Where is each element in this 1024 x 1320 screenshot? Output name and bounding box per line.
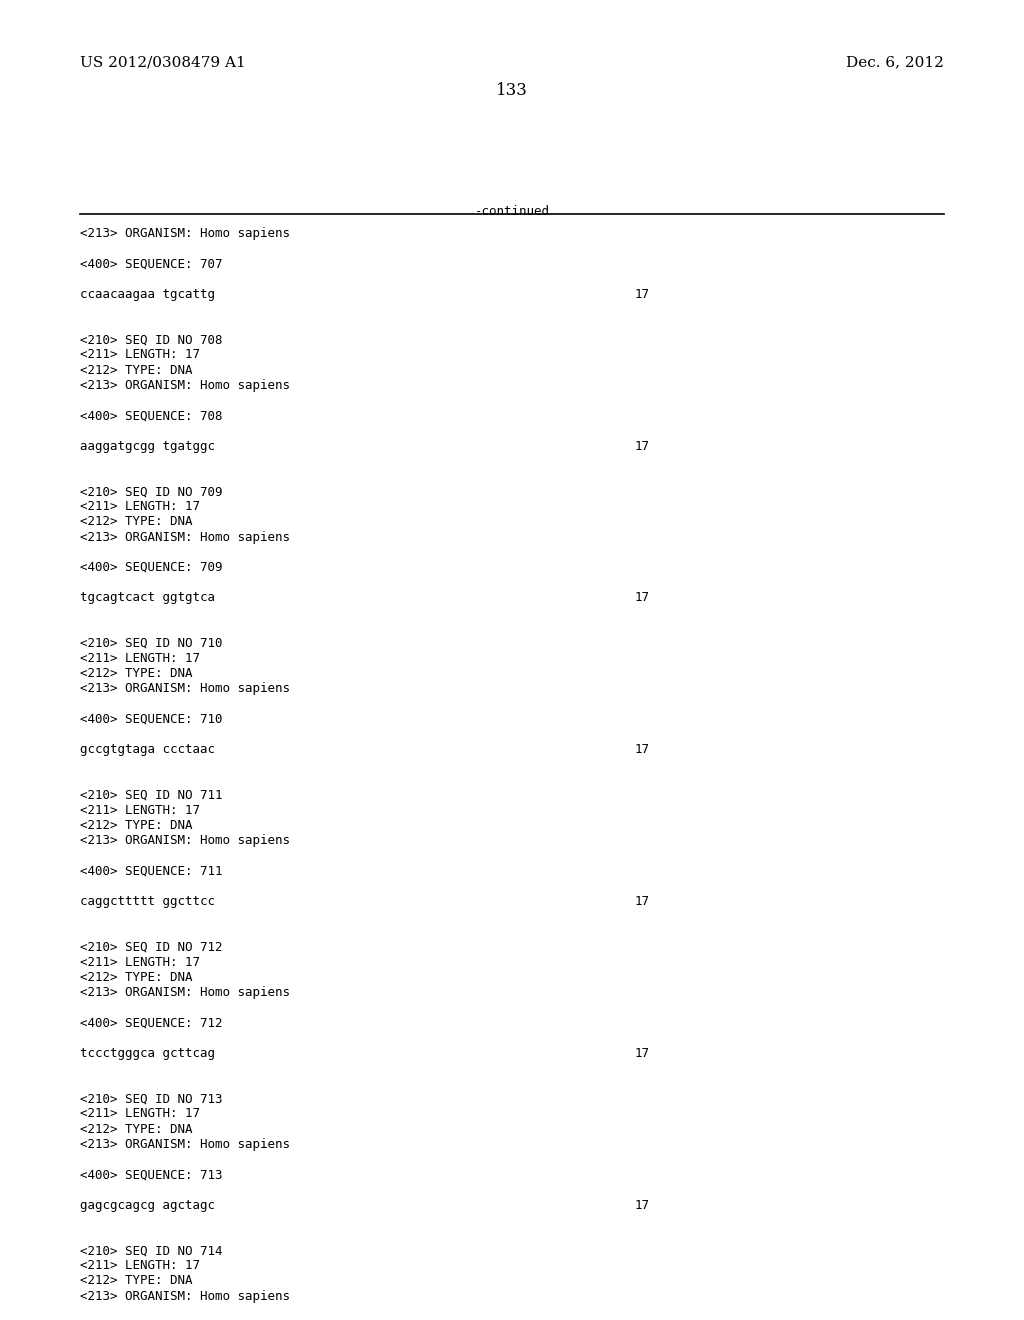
- Text: <212> TYPE: DNA: <212> TYPE: DNA: [80, 363, 193, 376]
- Text: 17: 17: [635, 895, 650, 908]
- Text: <213> ORGANISM: Homo sapiens: <213> ORGANISM: Homo sapiens: [80, 379, 290, 392]
- Text: <211> LENGTH: 17: <211> LENGTH: 17: [80, 1107, 200, 1121]
- Text: caggcttttt ggcttcc: caggcttttt ggcttcc: [80, 895, 215, 908]
- Text: <211> LENGTH: 17: <211> LENGTH: 17: [80, 500, 200, 513]
- Text: <400> SEQUENCE: 708: <400> SEQUENCE: 708: [80, 409, 222, 422]
- Text: 17: 17: [635, 591, 650, 605]
- Text: ccaacaagaa tgcattg: ccaacaagaa tgcattg: [80, 288, 215, 301]
- Text: US 2012/0308479 A1: US 2012/0308479 A1: [80, 55, 246, 70]
- Text: <210> SEQ ID NO 711: <210> SEQ ID NO 711: [80, 788, 222, 801]
- Text: <210> SEQ ID NO 710: <210> SEQ ID NO 710: [80, 636, 222, 649]
- Text: <213> ORGANISM: Homo sapiens: <213> ORGANISM: Homo sapiens: [80, 1290, 290, 1303]
- Text: <212> TYPE: DNA: <212> TYPE: DNA: [80, 970, 193, 983]
- Text: <211> LENGTH: 17: <211> LENGTH: 17: [80, 956, 200, 969]
- Text: <210> SEQ ID NO 713: <210> SEQ ID NO 713: [80, 1092, 222, 1105]
- Text: 17: 17: [635, 440, 650, 453]
- Text: <400> SEQUENCE: 709: <400> SEQUENCE: 709: [80, 561, 222, 574]
- Text: <213> ORGANISM: Homo sapiens: <213> ORGANISM: Homo sapiens: [80, 986, 290, 999]
- Text: <211> LENGTH: 17: <211> LENGTH: 17: [80, 1259, 200, 1272]
- Text: <400> SEQUENCE: 713: <400> SEQUENCE: 713: [80, 1168, 222, 1181]
- Text: <213> ORGANISM: Homo sapiens: <213> ORGANISM: Homo sapiens: [80, 227, 290, 240]
- Text: <212> TYPE: DNA: <212> TYPE: DNA: [80, 1122, 193, 1135]
- Text: -continued: -continued: [474, 205, 550, 218]
- Text: aaggatgcgg tgatggc: aaggatgcgg tgatggc: [80, 440, 215, 453]
- Text: 17: 17: [635, 743, 650, 756]
- Text: <400> SEQUENCE: 712: <400> SEQUENCE: 712: [80, 1016, 222, 1030]
- Text: 133: 133: [496, 82, 528, 99]
- Text: <400> SEQUENCE: 711: <400> SEQUENCE: 711: [80, 865, 222, 878]
- Text: <212> TYPE: DNA: <212> TYPE: DNA: [80, 515, 193, 528]
- Text: <210> SEQ ID NO 712: <210> SEQ ID NO 712: [80, 940, 222, 953]
- Text: tccctgggca gcttcag: tccctgggca gcttcag: [80, 1047, 215, 1060]
- Text: <211> LENGTH: 17: <211> LENGTH: 17: [80, 652, 200, 665]
- Text: <213> ORGANISM: Homo sapiens: <213> ORGANISM: Homo sapiens: [80, 834, 290, 847]
- Text: 17: 17: [635, 1199, 650, 1212]
- Text: <213> ORGANISM: Homo sapiens: <213> ORGANISM: Homo sapiens: [80, 682, 290, 696]
- Text: <400> SEQUENCE: 707: <400> SEQUENCE: 707: [80, 257, 222, 271]
- Text: <211> LENGTH: 17: <211> LENGTH: 17: [80, 348, 200, 362]
- Text: tgcagtcact ggtgtca: tgcagtcact ggtgtca: [80, 591, 215, 605]
- Text: <212> TYPE: DNA: <212> TYPE: DNA: [80, 818, 193, 832]
- Text: <210> SEQ ID NO 709: <210> SEQ ID NO 709: [80, 484, 222, 498]
- Text: <210> SEQ ID NO 708: <210> SEQ ID NO 708: [80, 333, 222, 346]
- Text: Dec. 6, 2012: Dec. 6, 2012: [846, 55, 944, 70]
- Text: <213> ORGANISM: Homo sapiens: <213> ORGANISM: Homo sapiens: [80, 531, 290, 544]
- Text: 17: 17: [635, 1047, 650, 1060]
- Text: <211> LENGTH: 17: <211> LENGTH: 17: [80, 804, 200, 817]
- Text: gccgtgtaga ccctaac: gccgtgtaga ccctaac: [80, 743, 215, 756]
- Text: gagcgcagcg agctagc: gagcgcagcg agctagc: [80, 1199, 215, 1212]
- Text: <213> ORGANISM: Homo sapiens: <213> ORGANISM: Homo sapiens: [80, 1138, 290, 1151]
- Text: <400> SEQUENCE: 710: <400> SEQUENCE: 710: [80, 713, 222, 726]
- Text: <212> TYPE: DNA: <212> TYPE: DNA: [80, 667, 193, 680]
- Text: 17: 17: [635, 288, 650, 301]
- Text: <210> SEQ ID NO 714: <210> SEQ ID NO 714: [80, 1243, 222, 1257]
- Text: <212> TYPE: DNA: <212> TYPE: DNA: [80, 1274, 193, 1287]
